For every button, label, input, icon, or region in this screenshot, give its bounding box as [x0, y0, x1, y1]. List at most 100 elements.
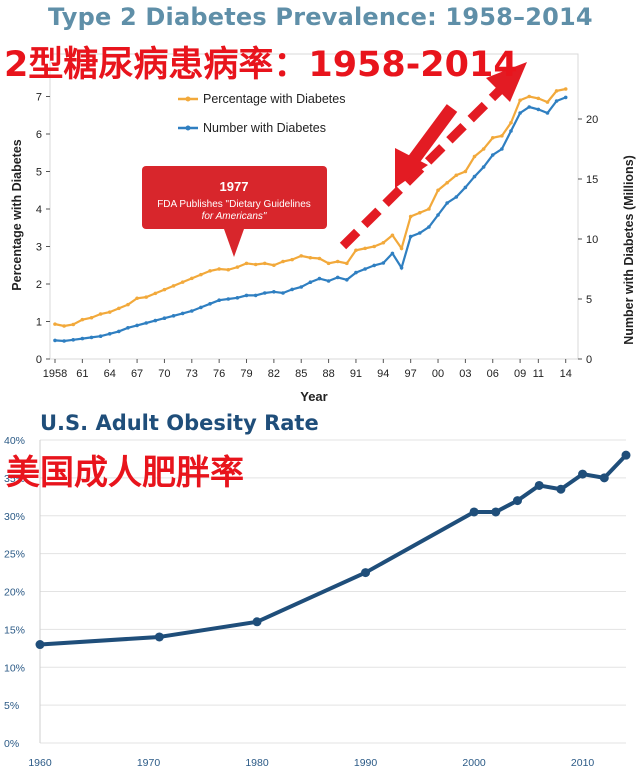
series-percentage-point	[208, 269, 212, 273]
y-tick-label: 7	[36, 92, 42, 104]
series-number-point	[126, 326, 130, 330]
x-tick-label: 70	[158, 368, 170, 380]
obesity-point	[35, 640, 45, 650]
x-tick-label: 1970	[137, 757, 161, 769]
x-tick-label: 64	[104, 368, 116, 380]
series-percentage-point	[117, 306, 121, 311]
series-percentage-point	[354, 248, 358, 253]
series-number-point	[563, 95, 568, 100]
legend-marker-percentage	[185, 96, 191, 102]
series-percentage-point	[463, 169, 468, 174]
series-number-point	[98, 334, 103, 339]
series-percentage-point	[153, 291, 158, 296]
series-number-point	[326, 279, 331, 283]
y-tick-label: 1	[36, 317, 42, 329]
x-tick-label: 85	[295, 368, 307, 380]
x-tick-label: 00	[432, 368, 444, 380]
series-percentage-point	[80, 317, 85, 322]
obesity-chart: 0% 5% 10% 15% 20% 25% 30% 35% 40% 1960 1970 1980 199…	[0, 405, 640, 780]
y-tick-label: 3	[36, 242, 42, 254]
series-number-point	[153, 318, 158, 323]
series-number-point	[62, 339, 66, 343]
series-percentage-point	[509, 120, 513, 125]
series-percentage-point	[71, 322, 76, 327]
series-percentage-point	[244, 261, 249, 266]
series-percentage-point	[472, 154, 477, 159]
series-number-point	[363, 267, 367, 271]
series-number-point	[436, 213, 440, 217]
y-tick-label: 15%	[4, 624, 25, 636]
series-percentage-point	[436, 188, 440, 193]
y-tick-label: 5%	[4, 700, 19, 712]
obesity-point	[361, 568, 371, 578]
x-tick-label: 2010	[571, 757, 595, 769]
obesity-chart-title-cn: 美国成人肥胖率	[6, 453, 244, 493]
series-percentage-point	[408, 214, 413, 219]
y-tick-label: 40%	[4, 435, 25, 447]
obesity-series	[35, 450, 631, 650]
series-number-point	[180, 311, 185, 316]
series-number-point	[253, 293, 258, 298]
series-percentage-point	[454, 173, 459, 178]
series-number-point	[208, 302, 212, 306]
series-number-point	[317, 276, 322, 281]
series-percentage-point	[554, 89, 559, 93]
series-percentage-point	[189, 276, 194, 281]
y-tick-label: 4	[36, 204, 42, 216]
series-percentage-point	[126, 302, 130, 307]
series-percentage-point	[281, 259, 285, 264]
series-percentage-point	[490, 135, 495, 140]
series-number-point	[71, 338, 76, 342]
series-number-point	[372, 263, 376, 268]
obesity-point	[252, 617, 262, 627]
series-number-point	[509, 129, 513, 133]
diabetes-legend: Percentage with Diabetes Number with Dia…	[178, 92, 345, 135]
obesity-point	[621, 450, 631, 460]
series-number-point	[290, 287, 294, 292]
legend-label-percentage: Percentage with Diabetes	[203, 92, 345, 106]
series-number-point	[381, 261, 386, 265]
diabetes-chart-title: Type 2 Diabetes Prevalence: 1958–2014	[48, 3, 593, 31]
y2-tick-label: 10	[586, 234, 598, 246]
y2-tick-label: 20	[586, 114, 598, 126]
series-number-point	[554, 99, 559, 103]
series-number-point	[244, 293, 249, 298]
x-tick-label: 2000	[462, 757, 486, 769]
series-percentage-point	[62, 324, 66, 328]
x-tick-label: 61	[76, 368, 88, 380]
obesity-chart-svg: 0% 5% 10% 15% 20% 25% 30% 35% 40% 1960 1970 1980 199…	[4, 435, 631, 769]
x-tick-label: 14	[560, 368, 572, 380]
series-number-point	[162, 316, 167, 321]
series-percentage-point	[481, 147, 486, 151]
series-percentage-point	[563, 87, 568, 91]
obesity-chart-title: U.S. Adult Obesity Rate	[40, 411, 319, 435]
series-percentage-point	[500, 134, 504, 138]
trend-arrow-dashes	[339, 86, 504, 250]
trend-arrow-head	[486, 62, 527, 102]
x-tick-label: 1958	[43, 368, 67, 380]
reverse-arrow-shaft	[406, 104, 458, 166]
y-tick-label: 0%	[4, 738, 19, 750]
series-percentage-point	[518, 98, 522, 103]
series-number-point	[189, 309, 194, 313]
callout-box	[142, 166, 327, 229]
series-percentage-point	[427, 207, 431, 211]
y-tick-label: 0	[36, 354, 42, 366]
y-tick-label: 2	[36, 279, 42, 291]
y2-axis-label: Number with Diabetes (Millions)	[622, 155, 636, 345]
obesity-axes: 0% 5% 10% 15% 20% 25% 30% 35% 40% 1960 1970 1980 199…	[4, 435, 626, 769]
series-number-point	[417, 231, 422, 235]
series-percentage-point	[399, 246, 404, 251]
obesity-point	[469, 507, 479, 517]
obesity-point	[599, 473, 609, 483]
series-percentage-point	[363, 246, 367, 251]
callout-year: 1977	[220, 179, 249, 194]
series-number-point	[390, 251, 395, 256]
series-percentage-point	[417, 210, 422, 215]
series-number-point	[308, 280, 313, 285]
series-number-point	[536, 107, 541, 112]
series-number-point	[335, 275, 340, 280]
series-percentage-point	[235, 265, 240, 269]
series-percentage-point	[171, 284, 176, 288]
